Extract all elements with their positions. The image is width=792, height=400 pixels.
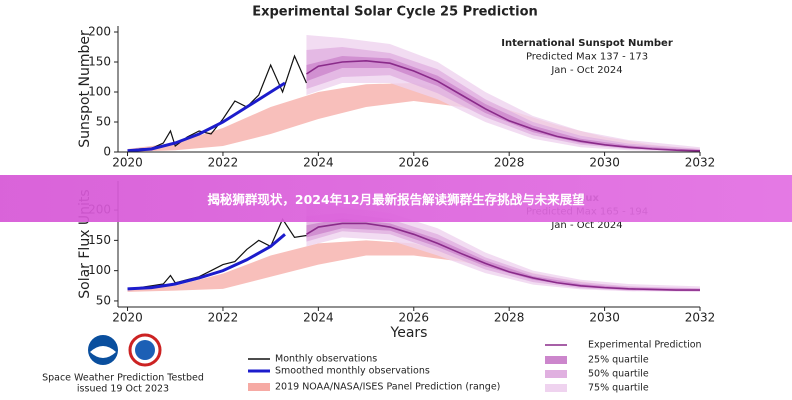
x-tick-label: 2020 xyxy=(112,311,143,325)
series-line xyxy=(127,54,307,152)
y-tick-label: 150 xyxy=(88,233,111,247)
series-line xyxy=(127,233,286,291)
legend-swatch xyxy=(248,383,270,391)
x-tick-label: 2026 xyxy=(398,311,429,325)
nws-logo-inner xyxy=(135,340,155,360)
x-tick-label: 2022 xyxy=(208,311,239,325)
series-line xyxy=(127,217,307,290)
x-axis-label: Years xyxy=(390,325,428,341)
x-tick-label: 2032 xyxy=(685,311,716,325)
banner: 揭秘狮群现状，2024年12月最新报告解读狮群生存挑战与未来展望 xyxy=(0,175,792,222)
credit: Space Weather Prediction Testbed xyxy=(42,373,204,384)
y-tick-label: 100 xyxy=(88,263,111,277)
y-axis-label: Sunspot Number xyxy=(77,30,93,148)
series-line xyxy=(306,222,700,291)
banner-title: 揭秘狮群现状，2024年12月最新报告解读狮群生存挑战与未来展望 xyxy=(207,192,585,207)
legend-swatch xyxy=(545,356,567,364)
credit: issued 19 Oct 2023 xyxy=(77,384,169,395)
x-tick-label: 2020 xyxy=(112,156,143,170)
legend-label: 2019 NOAA/NASA/ISES Panel Prediction (ra… xyxy=(275,382,500,393)
annotation: Jan - Oct 2024 xyxy=(550,65,622,76)
legend-swatch xyxy=(545,384,567,392)
legend-label: 75% quartile xyxy=(588,383,649,394)
legend-swatch xyxy=(545,370,567,378)
legend-label: Experimental Prediction xyxy=(588,340,702,351)
series-line xyxy=(305,59,701,152)
legend-label: 25% quartile xyxy=(588,355,649,366)
x-tick-label: 2024 xyxy=(303,311,334,325)
range-band xyxy=(306,56,700,152)
y-tick-label: 50 xyxy=(96,293,111,307)
noaa-logo-wave xyxy=(90,346,116,358)
annotation: International Sunspot Number xyxy=(501,38,673,49)
series-line xyxy=(127,81,286,153)
chart-title: Experimental Solar Cycle 25 Prediction xyxy=(252,5,538,20)
x-tick-label: 2022 xyxy=(208,156,239,170)
y-tick-label: 100 xyxy=(88,85,111,99)
legend-label: Monthly observations xyxy=(275,354,377,365)
range-band xyxy=(306,218,700,291)
x-tick-label: 2028 xyxy=(494,311,525,325)
x-tick-label: 2028 xyxy=(494,156,525,170)
x-tick-label: 2026 xyxy=(398,156,429,170)
y-tick-label: 50 xyxy=(96,115,111,129)
x-tick-label: 2032 xyxy=(685,156,716,170)
x-tick-label: 2024 xyxy=(303,156,334,170)
y-tick-label: 0 xyxy=(103,145,111,159)
annotation: Jan - Oct 2024 xyxy=(550,220,622,231)
y-tick-label: 200 xyxy=(88,25,111,39)
legend-label: 50% quartile xyxy=(588,369,649,380)
legend-label: Smoothed monthly observations xyxy=(275,366,430,377)
x-tick-label: 2030 xyxy=(589,156,620,170)
x-tick-label: 2030 xyxy=(589,311,620,325)
y-tick-label: 150 xyxy=(88,55,111,69)
annotation: Predicted Max 137 - 173 xyxy=(526,52,648,63)
